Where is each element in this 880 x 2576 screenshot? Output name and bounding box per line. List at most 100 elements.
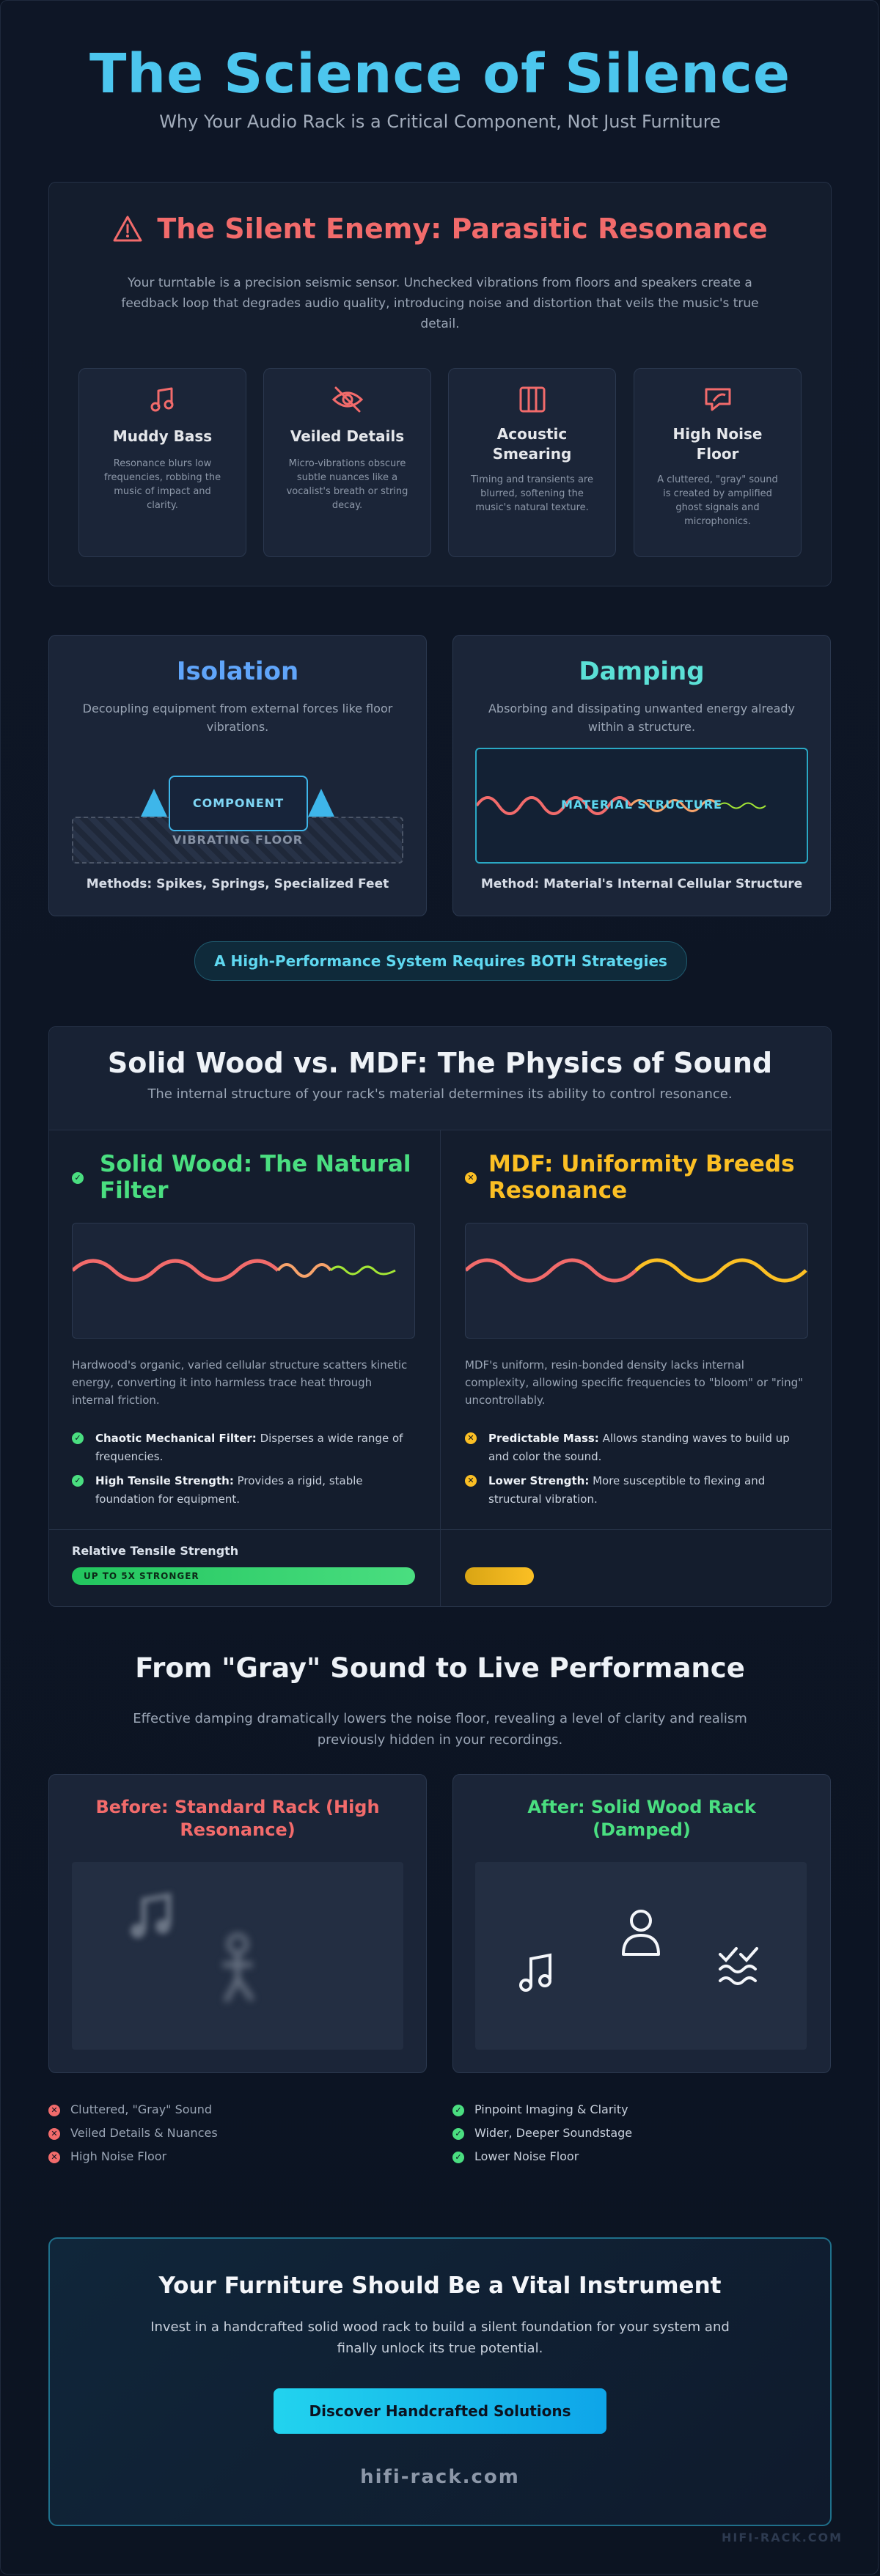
mdf-wave xyxy=(466,1258,807,1283)
material-label: MATERIAL STRUCTURE xyxy=(561,798,722,812)
after-panel xyxy=(475,1862,807,2050)
isolation-methods: Methods: Spikes, Springs, Specialized Fe… xyxy=(86,877,389,891)
check-icon: ✓ xyxy=(452,2104,464,2116)
issue-card-title: Acoustic Smearing xyxy=(492,425,572,463)
cta-text: Invest in a handcrafted solid wood rack … xyxy=(150,2319,730,2356)
issue-card-muddy-bass: Muddy Bass Resonance blurs low frequenci… xyxy=(78,368,246,557)
sound-waves-icon xyxy=(717,1944,761,1992)
enemy-heading: The Silent Enemy: Parasitic Resonance xyxy=(0,213,880,245)
music-note-icon xyxy=(518,1951,556,1995)
isolation-text: Decoupling equipment from external force… xyxy=(82,702,393,734)
issue-card-text: Micro-vibrations obscure subtle nuances … xyxy=(286,458,408,511)
list-item: ✓ Wider, Deeper Soundstage xyxy=(452,2126,819,2149)
list-item: ✓ Pinpoint Imaging & Clarity xyxy=(452,2102,819,2126)
wood-wave xyxy=(73,1259,396,1282)
mdf-point: ✕ Predictable Mass: Allows standing wave… xyxy=(465,1429,810,1466)
list-item: ✕ Veiled Details & Nuances xyxy=(48,2126,415,2149)
before-title: Before: Standard Rack (High Resonance) xyxy=(95,1797,380,1840)
list-item-text: Wider, Deeper Soundstage xyxy=(474,2126,633,2140)
issue-card-text: A cluttered, "gray" sound is created by … xyxy=(657,474,778,527)
x-icon: ✕ xyxy=(465,1432,477,1444)
mdf-wave-panel xyxy=(465,1223,808,1339)
compare-header xyxy=(49,1027,831,1130)
vibrating-floor: VIBRATING FLOOR xyxy=(72,817,403,864)
list-item-text: Cluttered, "Gray" Sound xyxy=(70,2102,212,2116)
columns-icon xyxy=(518,385,547,414)
issue-card-acoustic-smearing: Acoustic Smearing Timing and transients … xyxy=(448,368,616,557)
enemy-title: The Silent Enemy: Parasitic Resonance xyxy=(157,213,768,245)
component-box: COMPONENT xyxy=(169,776,308,831)
x-icon: ✕ xyxy=(48,2127,60,2140)
point-bold: High Tensile Strength: xyxy=(95,1474,234,1487)
issue-card-text: Resonance blurs low frequencies, robbing… xyxy=(103,458,221,511)
isolation-title: Isolation xyxy=(176,657,299,686)
damping-text: Absorbing and dissipating unwanted energ… xyxy=(488,702,795,734)
compare-divider xyxy=(440,1130,441,1607)
mdf-point: ✕ Lower Strength: More susceptible to fl… xyxy=(465,1472,810,1509)
enemy-intro: Your turntable is a precision seismic se… xyxy=(121,276,759,331)
perf-subtitle: Effective damping dramatically lowers th… xyxy=(133,1711,747,1748)
strength-divider xyxy=(49,1529,831,1530)
blurred-singer-icon xyxy=(216,1932,267,2006)
user-icon xyxy=(619,1906,663,1957)
perf-title: From "Gray" Sound to Live Performance xyxy=(135,1652,745,1684)
issue-card-title: High Noise Floor xyxy=(672,425,763,463)
page-subtitle: Why Your Audio Rack is a Critical Compon… xyxy=(159,111,721,132)
wood-text: Hardwood's organic, varied cellular stru… xyxy=(72,1358,408,1407)
list-item-text: Pinpoint Imaging & Clarity xyxy=(474,2102,628,2116)
mdf-strength-bar xyxy=(465,1567,534,1585)
x-icon: ✕ xyxy=(465,1170,487,1184)
blurred-music-icon xyxy=(128,1891,175,1943)
right-spike xyxy=(308,789,334,817)
both-strategies-banner: A High-Performance System Requires BOTH … xyxy=(194,941,687,981)
mdf-strength-track xyxy=(465,1567,808,1585)
issue-card-veiled-details: Veiled Details Micro-vibrations obscure … xyxy=(263,368,431,557)
strength-label: Relative Tensile Strength xyxy=(72,1544,239,1558)
wood-point: ✓ Chaotic Mechanical Filter: Disperses a… xyxy=(72,1429,417,1466)
wood-strength-bar: UP TO 5X STRONGER xyxy=(72,1567,415,1585)
compare-subtitle: The internal structure of your rack's ma… xyxy=(147,1086,733,1102)
left-spike xyxy=(141,789,167,817)
list-item: ✕ High Noise Floor xyxy=(48,2149,415,2173)
noise-screen-icon xyxy=(703,385,733,414)
point-bold: Predictable Mass: xyxy=(488,1432,599,1445)
site-link[interactable]: hifi-rack.com xyxy=(360,2466,520,2488)
mdf-title: MDF: Uniformity Breeds Resonance xyxy=(488,1151,795,1204)
issue-card-text: Timing and transients are blurred, softe… xyxy=(471,474,593,513)
issue-card-high-noise-floor: High Noise Floor A cluttered, "gray" sou… xyxy=(634,368,802,557)
issue-card-title: Veiled Details xyxy=(290,427,405,445)
wood-wave-panel xyxy=(72,1223,415,1339)
after-title: After: Solid Wood Rack (Damped) xyxy=(527,1797,756,1840)
check-icon: ✓ xyxy=(452,2127,464,2140)
point-text: Provides a rigid, stable foundation for … xyxy=(95,1474,363,1506)
list-item: ✓ Lower Noise Floor xyxy=(452,2149,819,2173)
check-icon: ✓ xyxy=(72,1170,94,1184)
after-list: ✓ Pinpoint Imaging & Clarity ✓ Wider, Deep… xyxy=(452,2102,819,2173)
list-item-text: Veiled Details & Nuances xyxy=(70,2126,218,2140)
check-icon: ✓ xyxy=(452,2151,464,2163)
before-panel xyxy=(72,1862,403,2050)
wood-title: Solid Wood: The Natural Filter xyxy=(100,1151,411,1204)
issue-card-title: Muddy Bass xyxy=(112,427,213,445)
point-bold: Lower Strength: xyxy=(488,1474,590,1487)
floor-label: VIBRATING FLOOR xyxy=(172,833,304,847)
check-icon: ✓ xyxy=(72,1475,84,1487)
cta-title: Your Furniture Should Be a Vital Instrum… xyxy=(158,2273,722,2299)
list-item: ✕ Cluttered, "Gray" Sound xyxy=(48,2102,415,2126)
damping-methods: Method: Material's Internal Cellular Str… xyxy=(480,877,803,891)
damping-wave xyxy=(477,796,766,815)
wood-strength-text: UP TO 5X STRONGER xyxy=(84,1571,199,1581)
page-title: The Science of Silence xyxy=(89,43,791,106)
wood-strength-track: UP TO 5X STRONGER xyxy=(72,1567,415,1585)
discover-button[interactable]: Discover Handcrafted Solutions xyxy=(274,2388,606,2434)
warning-icon xyxy=(112,215,143,243)
music-note-icon xyxy=(148,385,177,414)
material-structure: MATERIAL STRUCTURE xyxy=(475,748,808,864)
x-icon: ✕ xyxy=(48,2151,60,2163)
compare-title: Solid Wood vs. MDF: The Physics of Sound xyxy=(107,1047,773,1079)
before-list: ✕ Cluttered, "Gray" Sound ✕ Veiled Details… xyxy=(48,2102,415,2173)
mdf-text: MDF's uniform, resin-bonded density lack… xyxy=(465,1358,804,1407)
point-text: Allows standing waves to build up and co… xyxy=(488,1432,790,1463)
point-text: Disperses a wide range of frequencies. xyxy=(95,1432,403,1463)
check-icon: ✓ xyxy=(72,1432,84,1444)
